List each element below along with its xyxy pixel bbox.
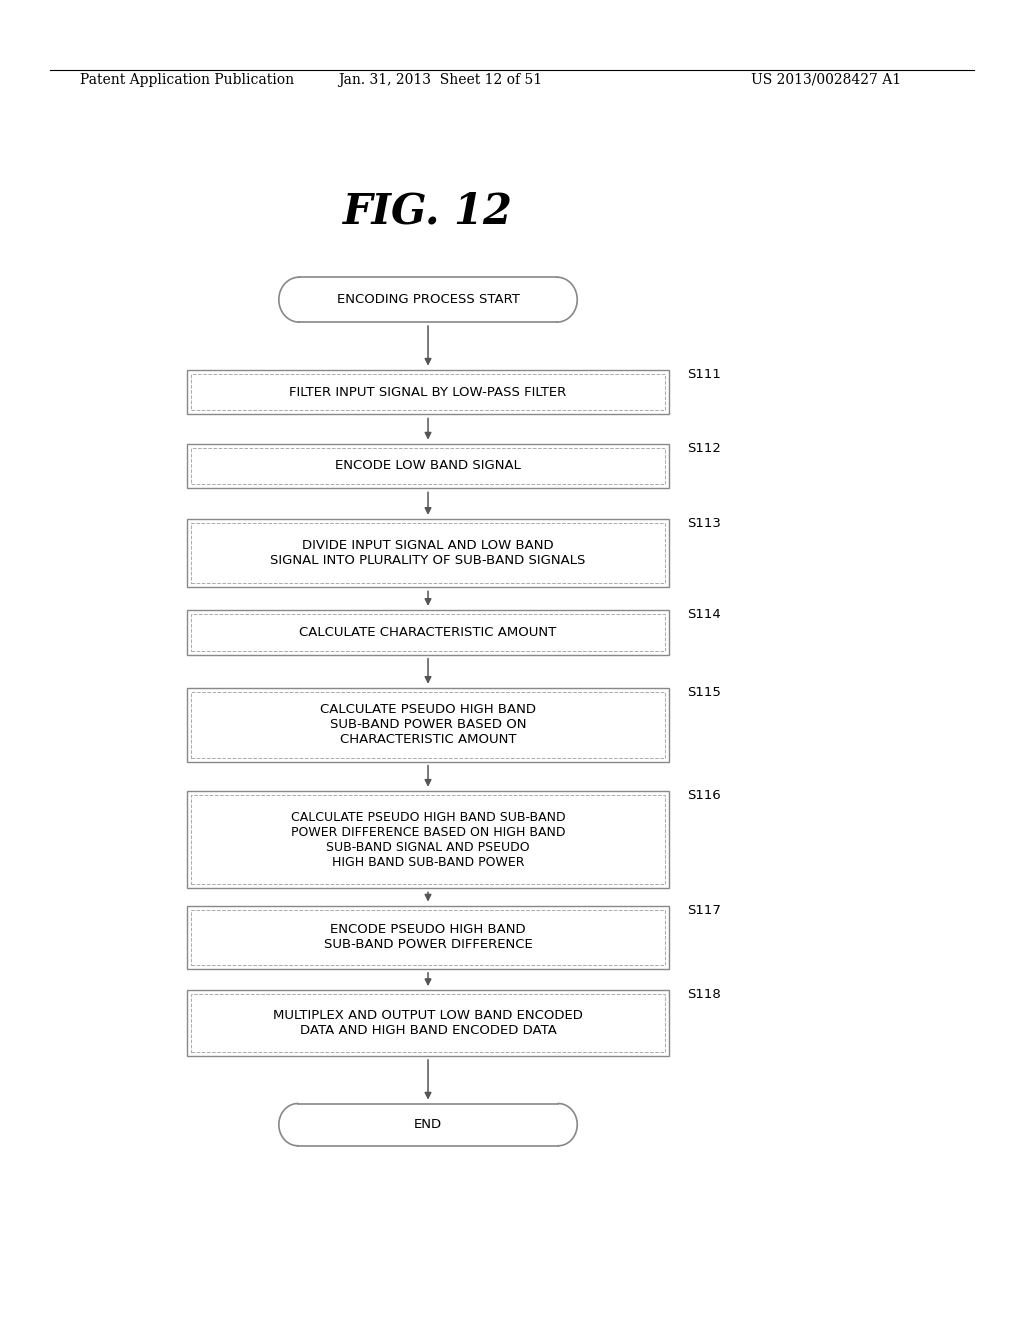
Ellipse shape	[279, 1104, 316, 1146]
Bar	[187, 906, 669, 969]
Text: S113: S113	[687, 516, 721, 529]
Ellipse shape	[279, 277, 319, 322]
Bar	[299, 277, 557, 322]
Text: S118: S118	[687, 987, 721, 1001]
Text: S115: S115	[687, 685, 721, 698]
Bar	[187, 791, 669, 888]
Ellipse shape	[540, 1104, 578, 1146]
Text: END: END	[414, 1118, 442, 1131]
Bar	[187, 688, 669, 762]
Text: FIG. 12: FIG. 12	[343, 190, 513, 232]
Text: Patent Application Publication: Patent Application Publication	[80, 73, 294, 87]
Text: ENCODE PSEUDO HIGH BAND
SUB-BAND POWER DIFFERENCE: ENCODE PSEUDO HIGH BAND SUB-BAND POWER D…	[324, 923, 532, 952]
Text: CALCULATE PSEUDO HIGH BAND SUB-BAND
POWER DIFFERENCE BASED ON HIGH BAND
SUB-BAND: CALCULATE PSEUDO HIGH BAND SUB-BAND POWE…	[291, 810, 565, 869]
Ellipse shape	[537, 277, 578, 322]
Bar	[191, 795, 665, 884]
Text: MULTIPLEX AND OUTPUT LOW BAND ENCODED
DATA AND HIGH BAND ENCODED DATA: MULTIPLEX AND OUTPUT LOW BAND ENCODED DA…	[273, 1008, 583, 1038]
Bar	[191, 447, 665, 484]
Text: S111: S111	[687, 367, 721, 380]
Text: ENCODING PROCESS START: ENCODING PROCESS START	[337, 293, 519, 306]
Text: US 2013/0028427 A1: US 2013/0028427 A1	[751, 73, 901, 87]
Text: DIVIDE INPUT SIGNAL AND LOW BAND
SIGNAL INTO PLURALITY OF SUB-BAND SIGNALS: DIVIDE INPUT SIGNAL AND LOW BAND SIGNAL …	[270, 539, 586, 568]
Bar	[187, 444, 669, 488]
Bar	[187, 990, 669, 1056]
Bar	[298, 1104, 558, 1146]
Bar	[191, 374, 665, 411]
Bar	[191, 614, 665, 651]
Text: S114: S114	[687, 607, 721, 620]
Bar	[187, 610, 669, 655]
Text: S116: S116	[687, 788, 721, 801]
Text: CALCULATE CHARACTERISTIC AMOUNT: CALCULATE CHARACTERISTIC AMOUNT	[299, 626, 557, 639]
Bar	[191, 994, 665, 1052]
Text: S117: S117	[687, 903, 721, 916]
Bar	[191, 909, 665, 965]
Text: S112: S112	[687, 441, 721, 454]
Bar	[187, 519, 669, 587]
Text: CALCULATE PSEUDO HIGH BAND
SUB-BAND POWER BASED ON
CHARACTERISTIC AMOUNT: CALCULATE PSEUDO HIGH BAND SUB-BAND POWE…	[321, 704, 536, 746]
Text: Jan. 31, 2013  Sheet 12 of 51: Jan. 31, 2013 Sheet 12 of 51	[338, 73, 543, 87]
Text: FILTER INPUT SIGNAL BY LOW-PASS FILTER: FILTER INPUT SIGNAL BY LOW-PASS FILTER	[290, 385, 566, 399]
Bar	[191, 692, 665, 758]
Bar	[191, 523, 665, 583]
Text: ENCODE LOW BAND SIGNAL: ENCODE LOW BAND SIGNAL	[335, 459, 521, 473]
Bar	[187, 370, 669, 414]
